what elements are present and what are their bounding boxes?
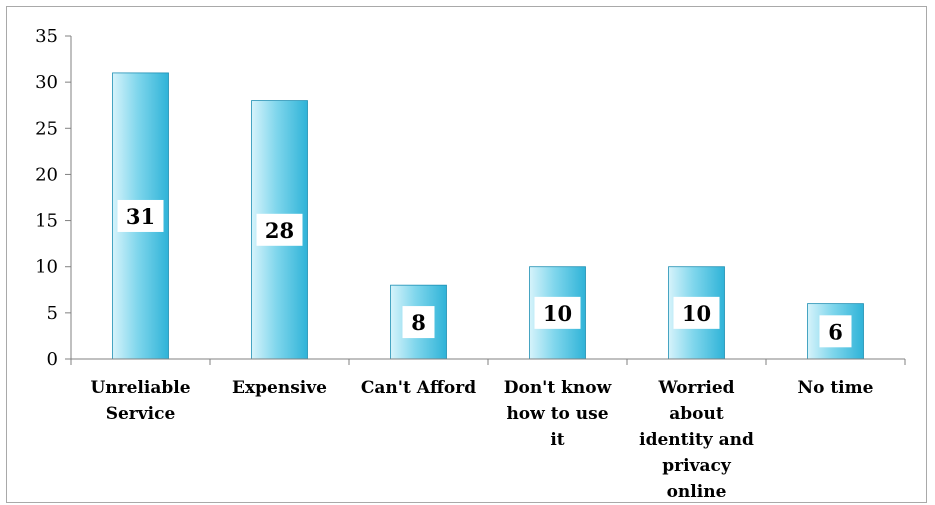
bar-group: 10 xyxy=(529,266,586,360)
data-label: 8 xyxy=(411,310,426,335)
data-label: 31 xyxy=(126,204,155,229)
bar-group: 31 xyxy=(112,72,169,360)
y-tick-label: 20 xyxy=(35,164,58,185)
x-tick-label: Don't know how to use it xyxy=(504,378,612,450)
x-tick-label: Worried about identity and privacy online xyxy=(639,378,754,502)
data-label-box xyxy=(534,296,581,329)
x-tick-label: Can't Afford xyxy=(361,378,476,398)
y-tick-label: 25 xyxy=(35,118,58,139)
data-label-box xyxy=(256,213,303,246)
bar-group: 28 xyxy=(251,100,308,360)
y-tick-label: 30 xyxy=(35,72,58,93)
y-axis: 0 5 10 15 20 25 30 35 xyxy=(35,26,72,370)
data-label-box xyxy=(819,315,852,348)
data-label-box xyxy=(402,306,435,339)
y-tick-label: 5 xyxy=(47,303,58,324)
data-label-box xyxy=(673,296,720,329)
data-label-box xyxy=(117,199,164,232)
data-label: 10 xyxy=(682,301,711,326)
y-tick-label: 10 xyxy=(35,257,58,278)
data-label: 10 xyxy=(543,301,572,326)
y-tick-label: 15 xyxy=(35,211,58,232)
y-tick-label: 0 xyxy=(47,349,58,370)
x-tick-label: No time xyxy=(798,378,874,398)
bar-group: 10 xyxy=(668,266,725,360)
data-label: 6 xyxy=(828,319,843,344)
y-tick-label: 35 xyxy=(35,26,58,47)
bars: 31 28 8 10 10 6 xyxy=(112,72,864,360)
bar-group: 6 xyxy=(807,303,864,360)
x-axis: Unreliable Service Expensive Can't Afford Do… xyxy=(70,358,906,502)
x-tick-label: Expensive xyxy=(232,378,327,398)
data-label: 28 xyxy=(265,218,294,243)
bar-group: 8 xyxy=(390,284,447,360)
x-tick-label: Unreliable Service xyxy=(90,378,190,424)
